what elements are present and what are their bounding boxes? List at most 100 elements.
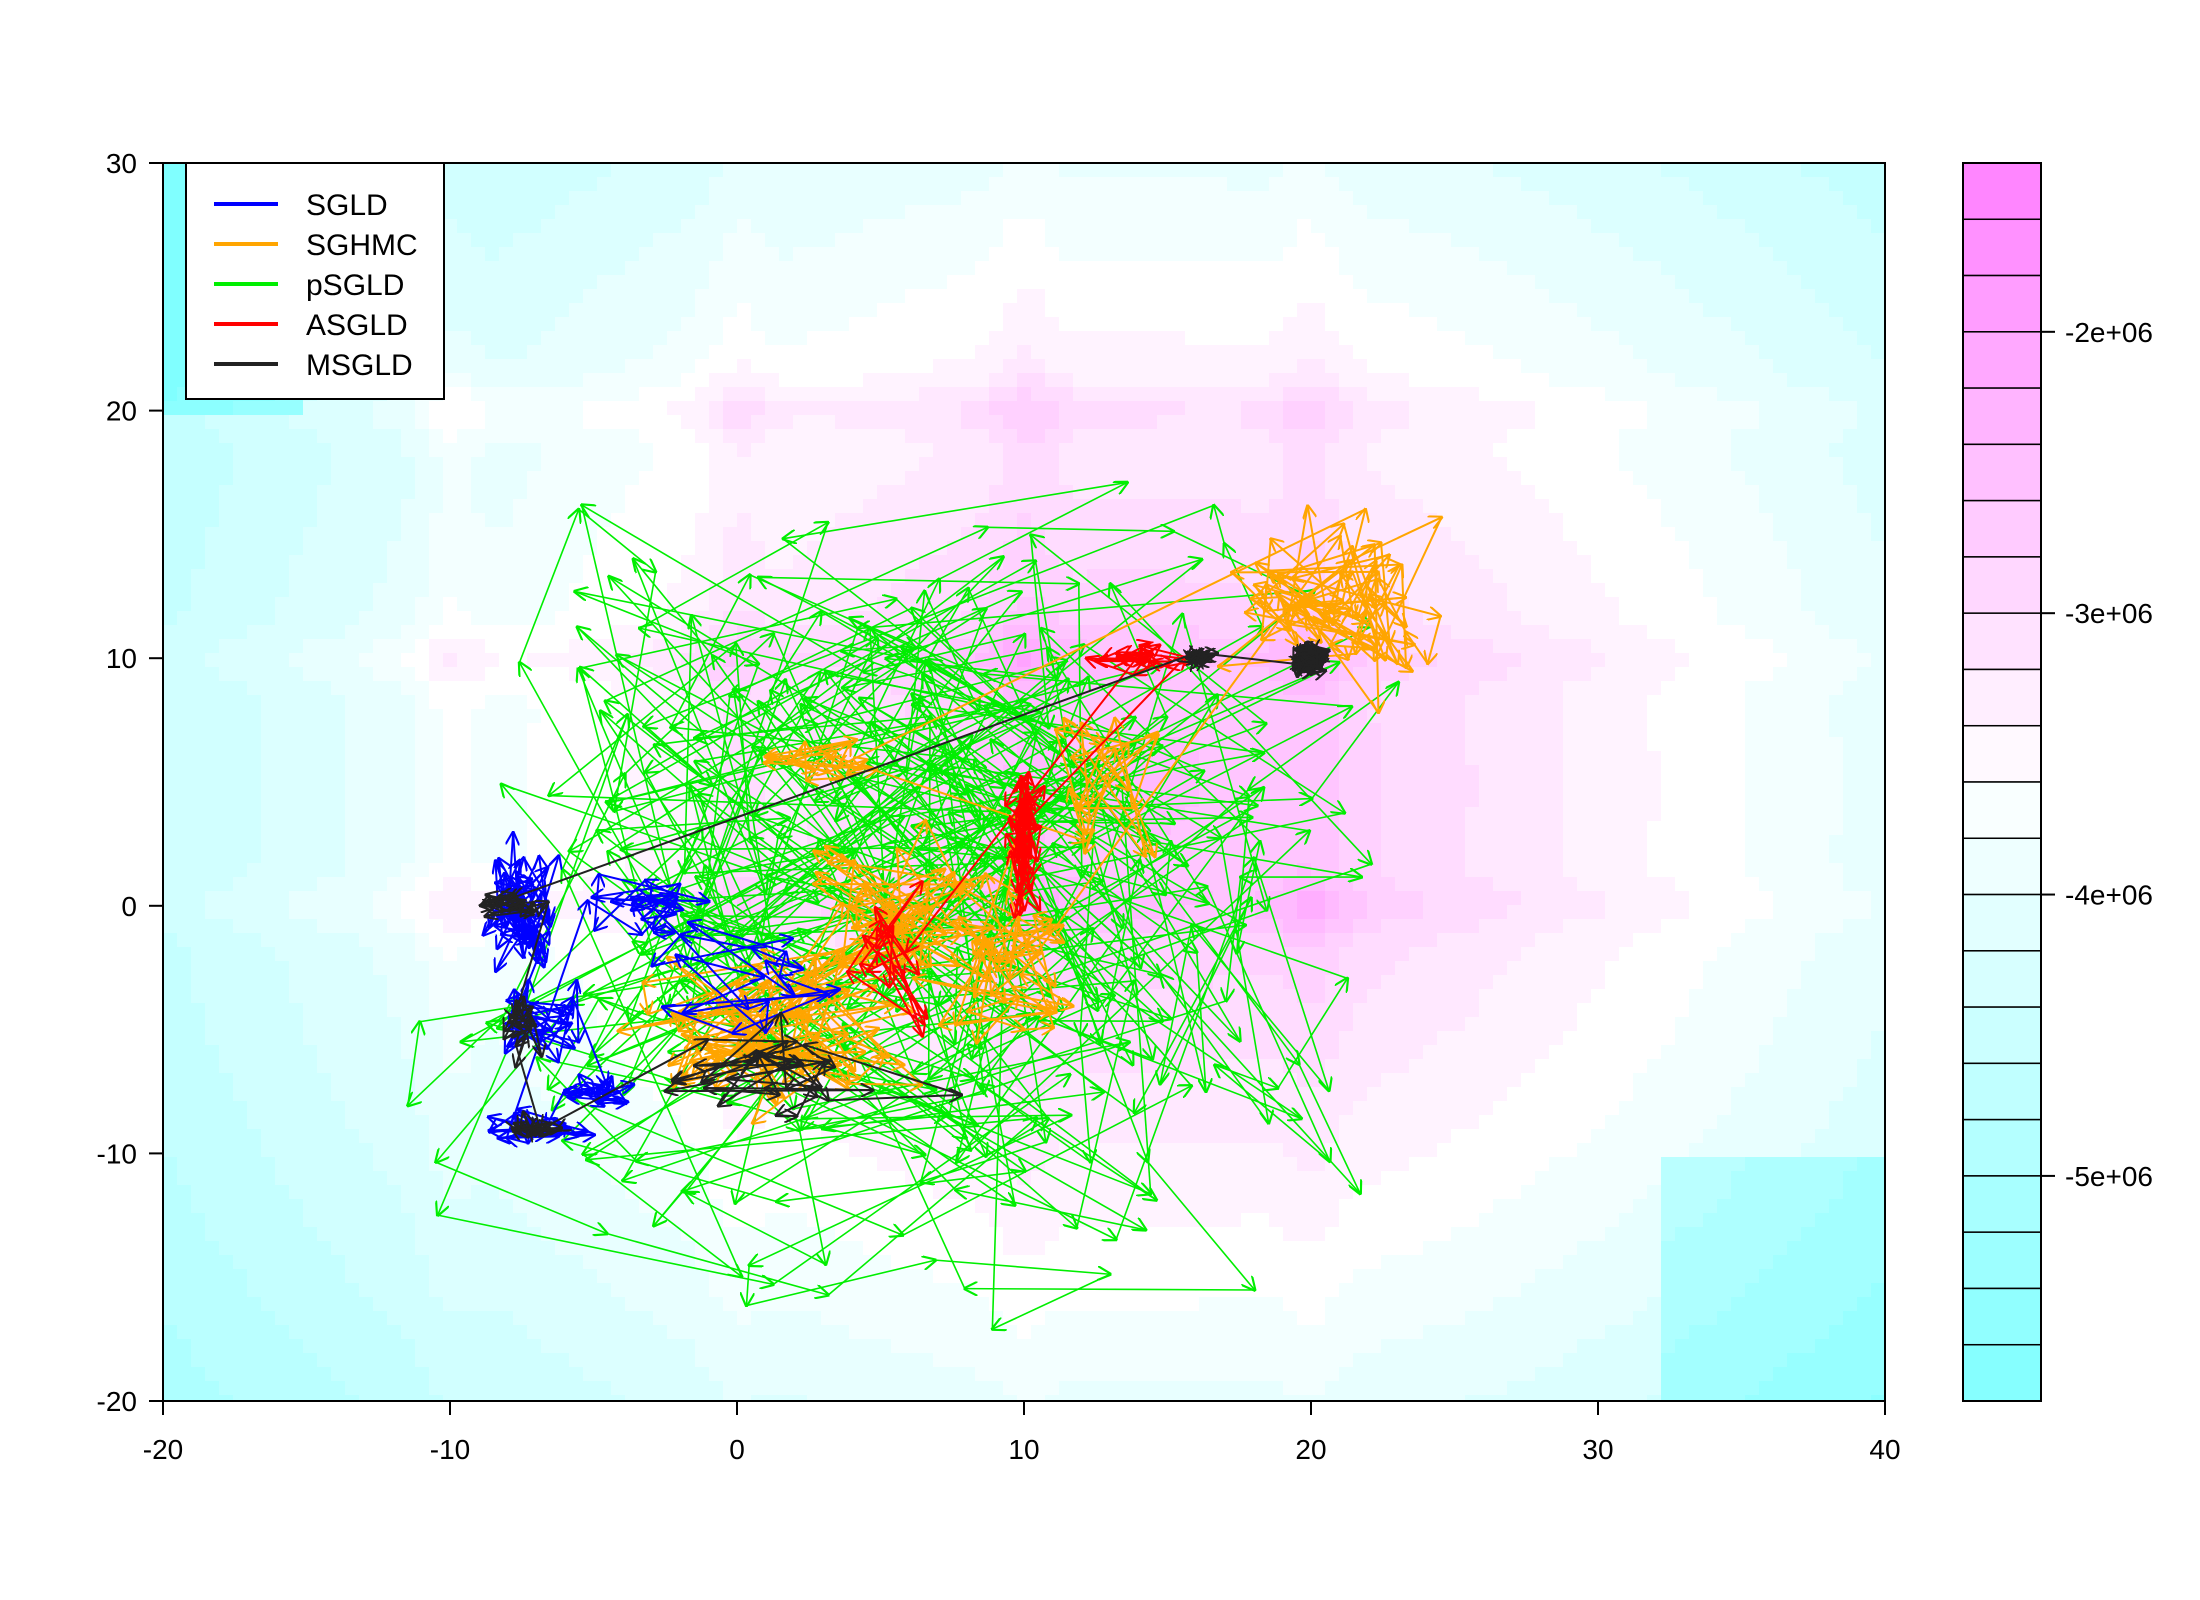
contour-cell (737, 513, 752, 528)
contour-cell (709, 177, 724, 192)
contour-cell (849, 401, 864, 416)
contour-cell (1465, 247, 1480, 262)
contour-cell (219, 597, 234, 612)
contour-cell (667, 191, 682, 206)
contour-cell (1311, 485, 1326, 500)
contour-cell (639, 163, 654, 178)
contour-cell (653, 457, 668, 472)
contour-cell (1619, 695, 1634, 710)
contour-cell (1157, 443, 1172, 458)
contour-cell (1745, 611, 1760, 626)
contour-cell (275, 499, 290, 514)
contour-cell (1465, 415, 1480, 430)
contour-cell (1801, 429, 1816, 444)
contour-cell (835, 471, 850, 486)
contour-cell (1479, 289, 1494, 304)
contour-cell (541, 331, 556, 346)
contour-cell (1605, 681, 1620, 696)
contour-cell (919, 429, 934, 444)
contour-cell (1521, 695, 1536, 710)
contour-cell (1451, 569, 1466, 584)
contour-cell (457, 499, 472, 514)
contour-cell (1423, 163, 1438, 178)
contour-cell (1059, 569, 1074, 584)
contour-cell (1297, 163, 1312, 178)
contour-cell (1129, 177, 1144, 192)
contour-cell (1703, 415, 1718, 430)
contour-cell (569, 387, 584, 402)
contour-cell (891, 681, 906, 696)
contour-cell (1801, 681, 1816, 696)
contour-cell (709, 415, 724, 430)
contour-cell (1633, 583, 1648, 598)
contour-cell (527, 555, 542, 570)
contour-cell (1493, 345, 1508, 360)
contour-cell (1829, 261, 1844, 276)
contour-cell (583, 205, 598, 220)
contour-cell (1507, 289, 1522, 304)
contour-cell (1045, 569, 1060, 584)
contour-cell (541, 513, 556, 528)
contour-cell (793, 317, 808, 332)
contour-cell (1129, 569, 1144, 584)
contour-cell (471, 275, 486, 290)
contour-cell (1633, 177, 1648, 192)
contour-cell (1059, 415, 1074, 430)
contour-cell (1787, 331, 1802, 346)
contour-cell (975, 177, 990, 192)
contour-cell (1157, 317, 1172, 332)
contour-cell (1115, 415, 1130, 430)
contour-cell (1451, 639, 1466, 654)
contour-cell (653, 317, 668, 332)
contour-cell (1605, 583, 1620, 598)
contour-cell (751, 163, 766, 178)
contour-cell (989, 415, 1004, 430)
contour-cell (1549, 331, 1564, 346)
contour-cell (639, 555, 654, 570)
contour-cell (1661, 667, 1676, 682)
contour-cell (569, 345, 584, 360)
contour-cell (163, 163, 178, 178)
contour-cell (1381, 359, 1396, 374)
contour-cell (989, 499, 1004, 514)
contour-cell (1605, 415, 1620, 430)
contour-cell (1227, 611, 1242, 626)
contour-cell (1689, 331, 1704, 346)
contour-cell (849, 555, 864, 570)
contour-cell (1129, 387, 1144, 402)
contour-cell (345, 513, 360, 528)
contour-cell (1465, 275, 1480, 290)
contour-cell (1171, 345, 1186, 360)
contour-cell (527, 177, 542, 192)
contour-cell (1395, 373, 1410, 388)
contour-cell (1423, 499, 1438, 514)
contour-cell (1731, 303, 1746, 318)
contour-cell (1591, 219, 1606, 234)
contour-cell (1731, 541, 1746, 556)
contour-cell (751, 387, 766, 402)
contour-cell (1549, 247, 1564, 262)
contour-cell (1437, 597, 1452, 612)
contour-cell (1409, 681, 1424, 696)
contour-cell (1549, 653, 1564, 668)
contour-cell (737, 205, 752, 220)
contour-cell (1829, 331, 1844, 346)
contour-cell (1031, 359, 1046, 374)
contour-cell (1283, 331, 1298, 346)
contour-cell (1843, 583, 1858, 598)
contour-cell (1087, 415, 1102, 430)
contour-cell (737, 429, 752, 444)
contour-cell (1101, 443, 1116, 458)
contour-cell (639, 499, 654, 514)
contour-cell (1745, 289, 1760, 304)
contour-cell (709, 275, 724, 290)
contour-cell (709, 261, 724, 276)
contour-cell (1535, 541, 1550, 556)
contour-cell (457, 163, 472, 178)
contour-cell (1731, 359, 1746, 374)
contour-cell (793, 233, 808, 248)
contour-cell (1815, 359, 1830, 374)
contour-cell (163, 695, 178, 710)
contour-cell (1255, 261, 1270, 276)
contour-cell (1353, 387, 1368, 402)
